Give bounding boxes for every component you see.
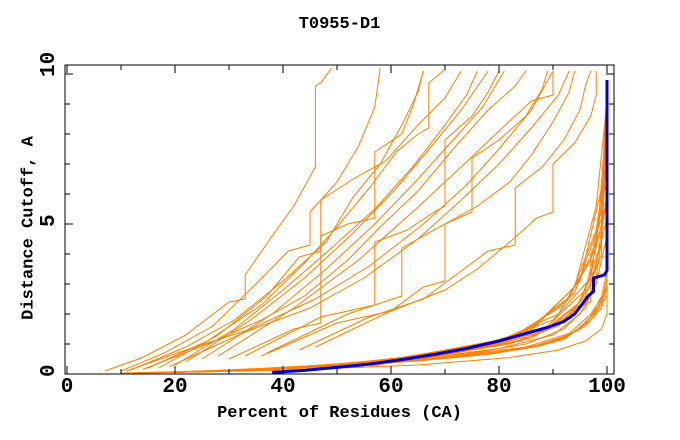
- model-curve: [315, 71, 597, 348]
- model-curve: [369, 88, 608, 367]
- x-tick-label: 80: [486, 376, 511, 399]
- model-curve: [164, 248, 608, 373]
- y-tick-label: 5: [38, 214, 61, 227]
- model-curve: [217, 71, 554, 357]
- x-tick-label: 60: [378, 376, 403, 399]
- model-curve: [255, 103, 608, 371]
- model-curve: [228, 70, 424, 360]
- model-curve: [126, 70, 554, 372]
- model-curve: [169, 70, 570, 367]
- model-curve: [336, 109, 608, 369]
- model-curve: [201, 70, 505, 360]
- model-curve: [131, 70, 424, 370]
- chart-title: T0955-D1: [298, 15, 381, 34]
- model-curve: [120, 230, 608, 374]
- model-curve: [304, 115, 608, 370]
- x-tick-label: 100: [588, 376, 626, 399]
- model-curve: [158, 70, 462, 369]
- y-tick-label: 10: [38, 52, 61, 77]
- x-tick-label: 20: [162, 376, 187, 399]
- highlighted-model-curve: [272, 80, 609, 374]
- model-curve: [244, 70, 500, 357]
- model-curve: [298, 70, 592, 351]
- model-curve: [180, 224, 608, 373]
- x-tick-label: 0: [61, 376, 74, 399]
- x-tick-label: 40: [270, 376, 295, 399]
- model-curve: [288, 97, 608, 370]
- model-curve: [266, 70, 549, 354]
- model-curve: [320, 95, 608, 370]
- model-curve: [174, 70, 478, 366]
- model-curve: [120, 67, 381, 372]
- x-axis-label: Percent of Residues (CA): [217, 404, 462, 423]
- model-curve: [142, 70, 527, 370]
- model-curve: [104, 67, 333, 372]
- model-curve: [147, 69, 446, 369]
- y-axis-label: Distance Cutoff, A: [19, 136, 39, 320]
- plot-border: [64, 64, 615, 375]
- y-tick-label: 0: [38, 364, 61, 377]
